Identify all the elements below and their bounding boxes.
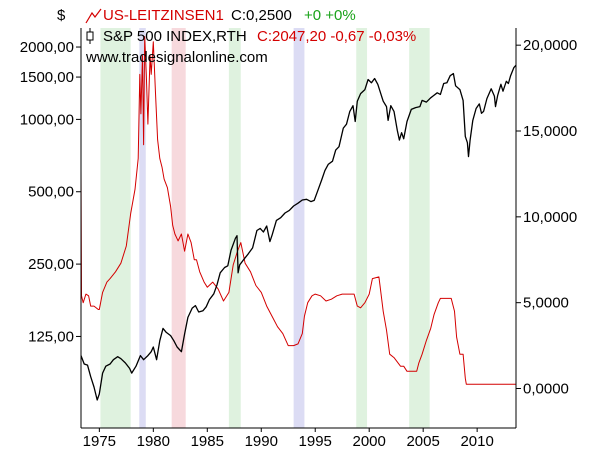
x-axis-ticks: 1975 1980 1985 1990 1995 2000 2005 2010 [83,428,494,450]
legend-series2-value: C:2047,20 -0,67 -0,03% [257,28,416,45]
shaded-period-3 [228,28,241,428]
x-tick-label: 1975 [83,433,116,450]
ohlc-bar-icon [86,28,94,44]
x-tick-label: 1995 [299,433,332,450]
shaded-periods [100,28,430,428]
x-tick-label: 1980 [137,433,170,450]
line-series-icon [85,8,102,24]
legend-series1-name: US-LEITZINSEN1 [103,7,224,24]
left-tick-label: 500,00 [28,184,74,201]
watermark-text: www.tradesignalonline.com [85,49,268,66]
left-axis-ticks: 2000,00 1500,00 1000,00 500,00 250,00 125,00 [20,39,81,345]
right-tick-label: 0,0000 [523,381,569,398]
shaded-period-1 [139,28,146,428]
series-line-fed-rate [80,36,516,385]
series-lines [80,36,517,401]
series-line-sp500 [80,64,517,401]
right-axis-ticks: 20,0000 15,0000 10,0000 5,0000 0,0000 [516,37,577,398]
left-tick-label: 1000,00 [20,111,74,128]
shaded-period-2 [171,28,186,428]
x-tick-label: 2010 [460,433,493,450]
right-tick-label: 20,0000 [523,37,577,54]
left-tick-label: 2000,00 [20,39,74,56]
shaded-period-0 [100,28,131,428]
legend: US-LEITZINSEN1 C:0,2500 +0 +0% S&P 500 I… [85,7,416,66]
shaded-period-5 [356,28,368,428]
x-tick-label: 2000 [353,433,386,450]
left-axis-unit: $ [57,7,66,24]
right-tick-label: 15,0000 [523,123,577,140]
right-tick-label: 5,0000 [523,295,569,312]
left-tick-label: 250,00 [28,256,74,273]
shaded-period-6 [409,28,430,428]
left-tick-label: 1500,00 [20,69,74,86]
x-tick-label: 1985 [191,433,224,450]
legend-series2-name: S&P 500 INDEX,RTH [103,28,247,45]
x-tick-label: 2005 [406,433,439,450]
legend-series1-value: C:0,2500 [231,7,292,24]
left-tick-label: 125,00 [28,328,74,345]
shaded-period-4 [293,28,305,428]
x-tick-label: 1990 [245,433,278,450]
right-tick-label: 10,0000 [523,209,577,226]
legend-series1-change: +0 +0% [304,7,356,24]
